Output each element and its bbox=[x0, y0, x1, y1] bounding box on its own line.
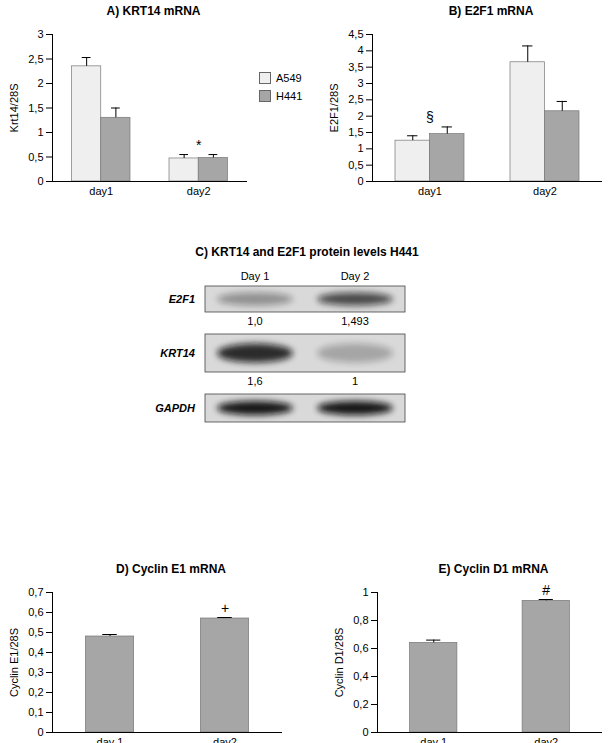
svg-text:0: 0 bbox=[37, 175, 43, 187]
html-text:A549: A549 bbox=[276, 72, 302, 84]
html-text:A) KRT14 mRNA: A) KRT14 mRNA bbox=[106, 4, 201, 18]
svg-text:0,6: 0,6 bbox=[353, 642, 368, 654]
svg-text:0: 0 bbox=[362, 726, 368, 738]
svg-text:KRT14: KRT14 bbox=[160, 347, 195, 359]
svg-text:2,5: 2,5 bbox=[28, 53, 43, 65]
svg-text:1: 1 bbox=[352, 375, 358, 387]
svg-text:0,7: 0,7 bbox=[28, 586, 43, 598]
html-text:H441: H441 bbox=[276, 90, 303, 102]
html-text:E) Cyclin D1 mRNA: E) Cyclin D1 mRNA bbox=[438, 562, 549, 576]
svg-text:+: + bbox=[221, 600, 229, 616]
svg-text:2,5: 2,5 bbox=[348, 93, 363, 105]
svg-text:Cyclin E1/28S: Cyclin E1/28S bbox=[8, 628, 20, 697]
svg-text:#: # bbox=[542, 582, 550, 598]
svg-text:0,5: 0,5 bbox=[28, 151, 43, 163]
svg-text:day1: day1 bbox=[89, 185, 113, 197]
svg-text:0,2: 0,2 bbox=[28, 686, 43, 698]
svg-text:day 1: day 1 bbox=[420, 736, 447, 743]
svg-text:1: 1 bbox=[362, 586, 368, 598]
svg-text:E2F1/28S: E2F1/28S bbox=[328, 84, 340, 133]
svg-text:GAPDH: GAPDH bbox=[155, 402, 196, 414]
svg-text:1,0: 1,0 bbox=[247, 315, 262, 327]
svg-text:0,4: 0,4 bbox=[28, 646, 43, 658]
svg-text:0,2: 0,2 bbox=[353, 698, 368, 710]
svg-text:day 1: day 1 bbox=[97, 736, 124, 743]
svg-text:3: 3 bbox=[37, 28, 43, 40]
svg-text:day2: day2 bbox=[187, 185, 211, 197]
svg-text:E2F1: E2F1 bbox=[169, 293, 195, 305]
svg-text:day2: day2 bbox=[533, 185, 557, 197]
svg-text:day2: day2 bbox=[534, 736, 558, 743]
svg-text:0,3: 0,3 bbox=[28, 666, 43, 678]
svg-text:1,5: 1,5 bbox=[348, 126, 363, 138]
html-text:D) Cyclin E1 mRNA: D) Cyclin E1 mRNA bbox=[116, 562, 226, 576]
svg-text:0: 0 bbox=[357, 175, 363, 187]
svg-text:Day 1: Day 1 bbox=[241, 270, 270, 282]
svg-text:0,6: 0,6 bbox=[28, 606, 43, 618]
svg-text:0,5: 0,5 bbox=[28, 626, 43, 638]
svg-text:3: 3 bbox=[357, 77, 363, 89]
svg-text:1: 1 bbox=[357, 142, 363, 154]
svg-text:0,5: 0,5 bbox=[348, 159, 363, 171]
svg-text:*: * bbox=[196, 137, 202, 153]
svg-text:1,5: 1,5 bbox=[28, 102, 43, 114]
svg-text:Day 2: Day 2 bbox=[341, 270, 370, 282]
svg-text:day1: day1 bbox=[418, 185, 442, 197]
svg-text:§: § bbox=[426, 109, 434, 125]
svg-text:C) KRT14 and E2F1 protein leve: C) KRT14 and E2F1 protein levels H441 bbox=[195, 245, 419, 259]
svg-text:2: 2 bbox=[37, 77, 43, 89]
svg-text:0: 0 bbox=[37, 726, 43, 738]
svg-text:1,493: 1,493 bbox=[341, 315, 369, 327]
svg-text:3,5: 3,5 bbox=[348, 61, 363, 73]
svg-text:1,6: 1,6 bbox=[247, 375, 262, 387]
svg-text:2: 2 bbox=[357, 110, 363, 122]
svg-text:0,8: 0,8 bbox=[353, 614, 368, 626]
html-text:B) E2F1 mRNA: B) E2F1 mRNA bbox=[448, 4, 534, 18]
svg-text:Cyclin D1/28S: Cyclin D1/28S bbox=[333, 628, 345, 698]
svg-text:0,4: 0,4 bbox=[353, 670, 368, 682]
svg-text:Krt14/28S: Krt14/28S bbox=[8, 84, 20, 133]
svg-text:1: 1 bbox=[37, 126, 43, 138]
svg-text:0,1: 0,1 bbox=[28, 706, 43, 718]
svg-text:4: 4 bbox=[357, 44, 363, 56]
svg-text:day2: day2 bbox=[213, 736, 237, 743]
svg-text:4,5: 4,5 bbox=[348, 28, 363, 40]
